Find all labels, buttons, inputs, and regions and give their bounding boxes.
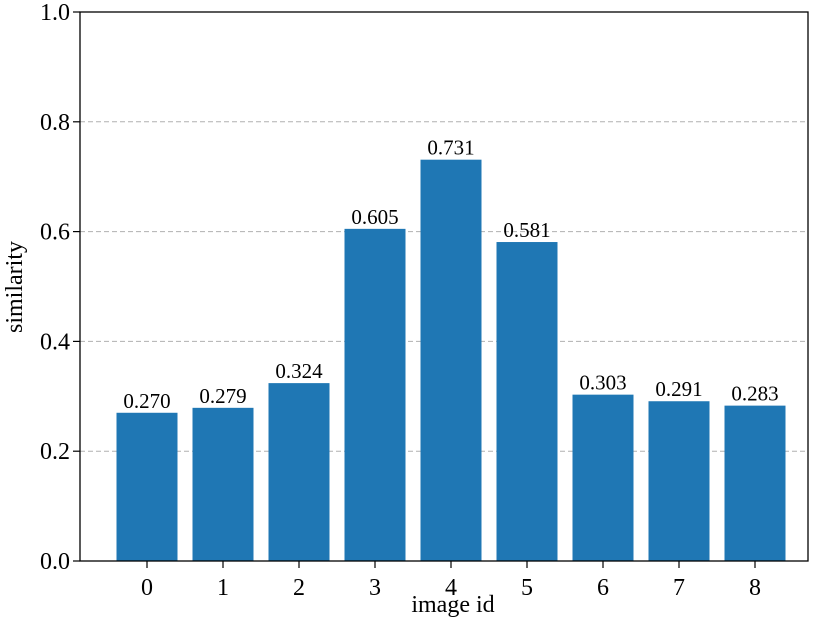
y-tick-label: 0.8 bbox=[40, 110, 70, 136]
y-tick-label: 0.6 bbox=[40, 220, 70, 246]
data-label: 0.283 bbox=[731, 382, 778, 406]
bars-layer bbox=[116, 159, 786, 562]
axes-layer: 0.0 0.2 0.4 0.6 0.8 1.0 0 1 2 3 4 5 6 7 8 bbox=[40, 0, 809, 601]
x-tick-label: 1 bbox=[217, 575, 229, 601]
bar bbox=[496, 242, 558, 561]
x-tick-label: 4 bbox=[445, 575, 457, 601]
data-label: 0.605 bbox=[351, 205, 398, 229]
data-label: 0.731 bbox=[427, 136, 474, 160]
data-labels-layer: 0.270 0.279 0.324 0.605 0.731 0.581 0.303 0.291… bbox=[123, 136, 778, 413]
x-tick-label: 3 bbox=[369, 575, 381, 601]
bar bbox=[572, 394, 634, 561]
data-label: 0.279 bbox=[199, 384, 246, 408]
data-label: 0.291 bbox=[655, 377, 702, 401]
x-tick-label: 5 bbox=[521, 575, 533, 601]
bar bbox=[116, 412, 178, 561]
y-tick-label: 0.2 bbox=[40, 439, 70, 465]
y-tick-label: 1.0 bbox=[40, 0, 70, 26]
y-tick-label: 0.4 bbox=[40, 329, 70, 355]
data-label: 0.581 bbox=[503, 218, 550, 242]
data-label: 0.270 bbox=[123, 389, 170, 413]
plot-frame bbox=[79, 11, 809, 562]
bar bbox=[648, 401, 710, 561]
x-tick-label: 7 bbox=[673, 575, 685, 601]
bar bbox=[724, 405, 786, 561]
bar bbox=[268, 383, 330, 561]
bar bbox=[344, 228, 406, 562]
bar bbox=[192, 407, 254, 561]
x-tick-label: 2 bbox=[293, 575, 305, 601]
x-tick-label: 8 bbox=[749, 575, 761, 601]
y-axis-label: similarity bbox=[2, 241, 28, 333]
x-tick-label: 0 bbox=[141, 575, 153, 601]
x-axis-label: image id bbox=[411, 592, 494, 618]
y-tick-label: 0.0 bbox=[40, 549, 70, 575]
data-label: 0.324 bbox=[275, 359, 323, 383]
x-tick-label: 6 bbox=[597, 575, 609, 601]
bar bbox=[420, 159, 482, 561]
data-label: 0.303 bbox=[579, 371, 626, 395]
